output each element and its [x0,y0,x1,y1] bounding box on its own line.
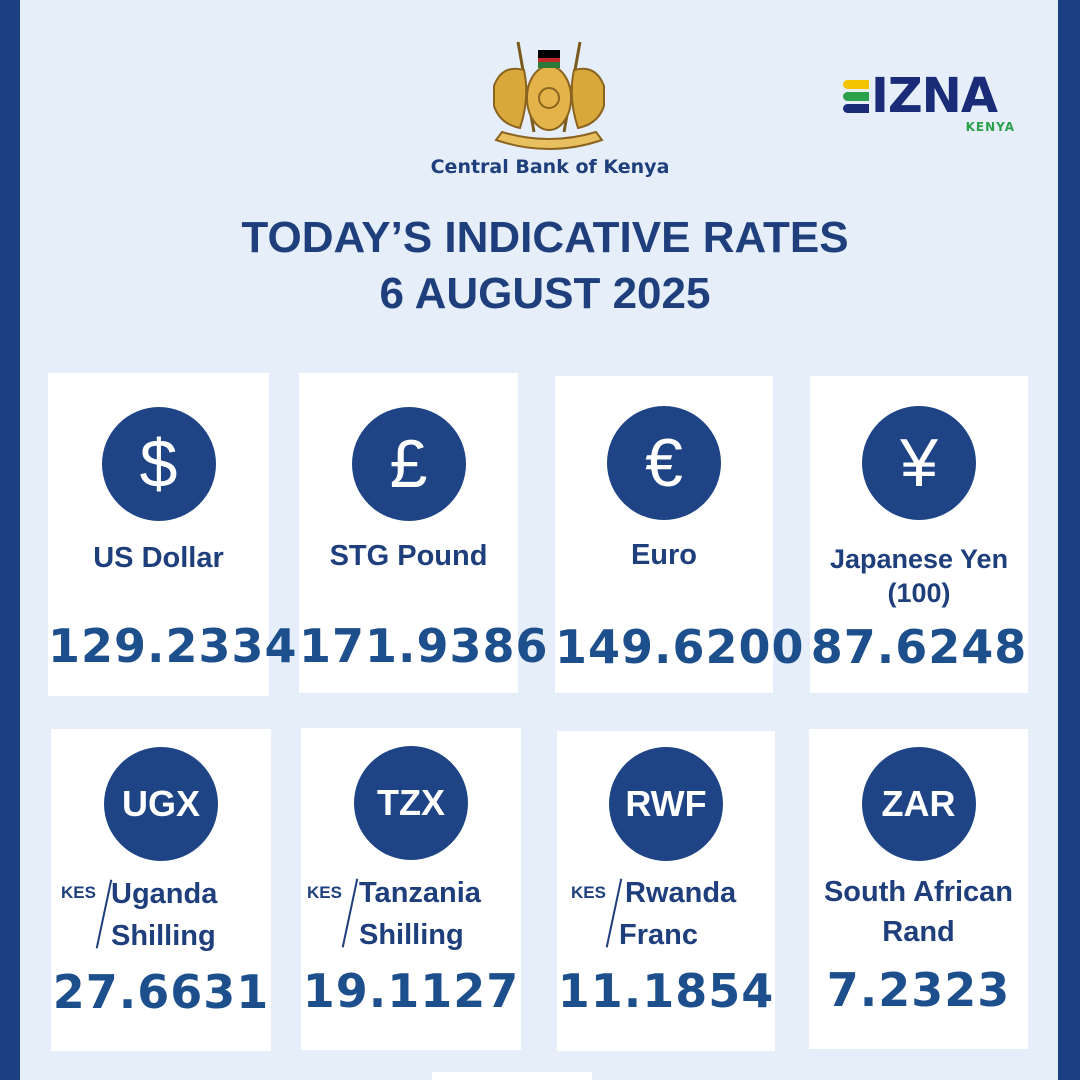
currency-label: US Dollar [93,542,224,574]
rate-card-jpy: ¥ Japanese Yen (100) 87.6248 [810,376,1028,693]
yen-icon: ¥ [862,406,976,520]
rate-value: 171.9386 [299,619,549,673]
bizna-logo: IZNA KENYA [843,68,1023,136]
currency-label: Euro [630,539,698,571]
ugx-badge: UGX [104,747,218,861]
zar-badge: ZAR [861,747,976,861]
currency-label: STG Pound [329,540,488,572]
currency-label-line2: Franc [619,919,698,951]
currency-label-line2: Shilling [359,919,464,951]
euro-icon: € [607,406,721,520]
bank-name: Central Bank of Kenya [430,156,670,178]
rate-value: 27.6631 [52,965,270,1019]
rate-card-tzs: TZX KES Tanzania Shilling 19.1127 [301,728,521,1050]
brand-sub: KENYA [965,120,1015,134]
rate-card-rwf: RWF KES Rwanda Franc 11.1854 [557,731,775,1051]
rate-card-zar: ZAR South African Rand 7.2323 [809,729,1028,1049]
currency-label-line1: Japanese Yen [829,544,1009,574]
kes-unit-label: KES [307,883,342,902]
rate-date: 6 AUGUST 2025 [379,269,711,318]
tzx-badge: TZX [354,746,468,860]
currency-label-line1: Rwanda [625,877,737,909]
rate-card-eur: € Euro 149.6200 [555,376,805,693]
currency-label-line2: Rand [882,916,955,948]
rwf-badge: RWF [609,747,723,861]
divider [341,878,359,948]
rate-card-gbp: £ STG Pound 171.9386 [299,373,549,693]
rate-value: 87.6248 [810,620,1028,674]
bottom-tab [432,1072,592,1080]
rate-card-ugx: UGX KES Uganda Shilling 27.6631 [51,729,271,1051]
pound-icon: £ [351,407,466,521]
rate-value: 149.6200 [555,620,805,674]
dollar-icon: $ [101,407,216,521]
currency-label-line1: Uganda [111,878,218,910]
currency-label-line1: South African [823,876,1014,908]
currency-label-line2: (100) [887,578,951,608]
cbk-crest-icon [493,41,605,150]
page-title: TODAY’S INDICATIVE RATES [241,213,849,262]
kes-unit-label: KES [571,883,606,902]
rate-card-usd: $ US Dollar 129.2334 [48,373,298,696]
currency-label-line1: Tanzania [359,877,481,909]
rate-value: 19.1127 [302,964,520,1018]
divider [95,879,113,949]
rate-value: 7.2323 [826,963,1011,1017]
currency-label-line2: Shilling [111,920,216,952]
rate-value: 129.2334 [48,619,298,673]
rate-value: 11.1854 [557,964,775,1018]
kes-unit-label: KES [61,883,96,902]
brand-bars-icon [843,80,869,116]
brand-word: IZNA [871,68,998,124]
